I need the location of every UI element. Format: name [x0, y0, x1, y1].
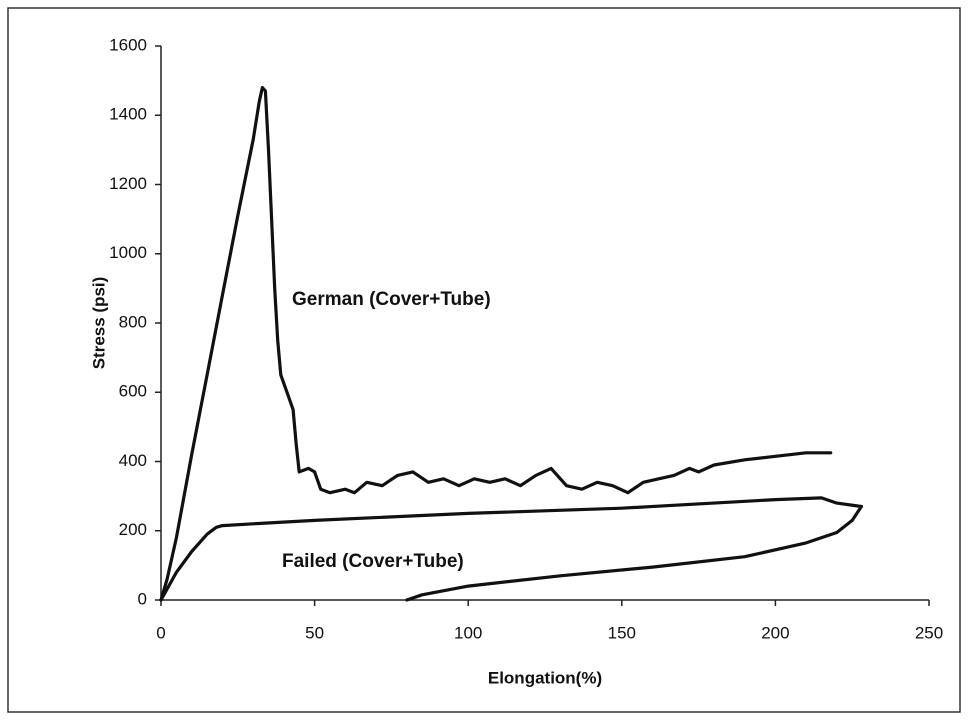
y-tick-label: 600 — [119, 382, 147, 401]
y-tick-label: 200 — [119, 520, 147, 539]
y-tick-label: 1000 — [109, 243, 147, 262]
line-series — [159, 496, 863, 602]
y-tick-label: 1200 — [109, 174, 147, 193]
x-axis-title: Elongation(%) — [488, 668, 602, 687]
y-tick-label: 1400 — [109, 105, 147, 124]
y-tick-label: 1600 — [109, 35, 147, 54]
x-tick-label: 250 — [915, 623, 943, 642]
frame — [7, 7, 961, 713]
y-tick-label: 400 — [119, 451, 147, 470]
y-tick-label: 0 — [138, 589, 147, 608]
annotation: Failed (Cover+Tube) — [282, 551, 464, 572]
y-tick-label: 800 — [119, 312, 147, 331]
x-tick-label: 0 — [156, 623, 165, 642]
x-tick-label: 100 — [454, 623, 482, 642]
y-axis-title: Stress (psi) — [89, 277, 108, 370]
x-tick-label: 150 — [608, 623, 636, 642]
x-tick-label: 50 — [305, 623, 324, 642]
x-tick-label: 200 — [761, 623, 789, 642]
line-series — [159, 85, 833, 602]
annotation: German (Cover+Tube) — [292, 289, 491, 310]
